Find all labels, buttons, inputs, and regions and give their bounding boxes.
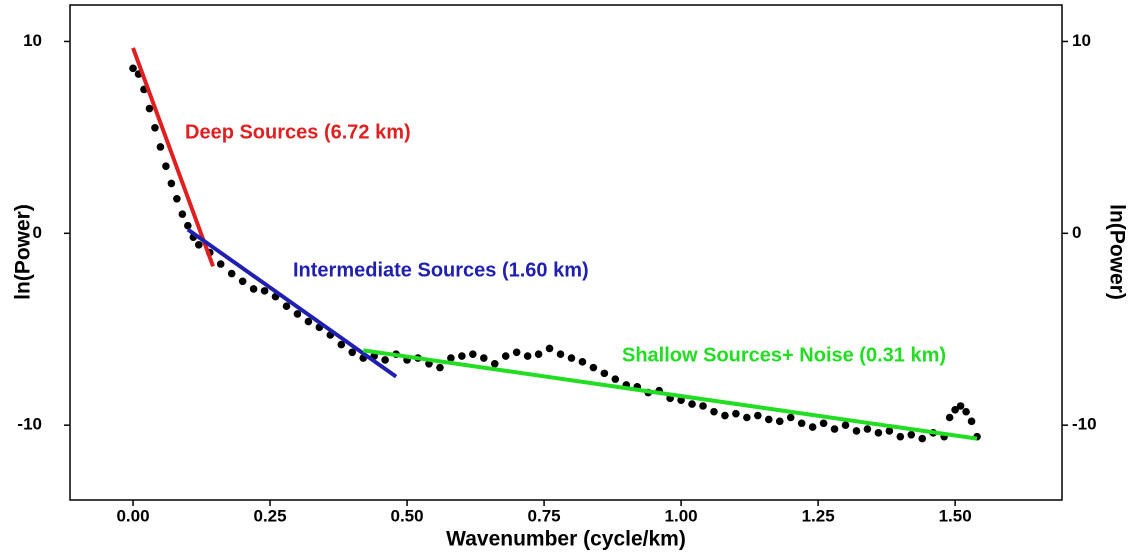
data-point: [962, 407, 970, 416]
y2-tick-label: -10: [1072, 415, 1097, 434]
data-point: [156, 143, 165, 151]
data-point: [249, 285, 258, 293]
data-point: [129, 64, 137, 73]
y-tick-label: 10: [23, 31, 42, 50]
data-point: [447, 354, 455, 362]
annotation: Shallow Sources+ Noise (0.31 km): [622, 344, 946, 366]
data-point: [688, 400, 696, 408]
annotation: Deep Sources (6.72 km): [185, 121, 411, 143]
annotation: Intermediate Sources (1.60 km): [293, 259, 589, 281]
data-point: [523, 352, 532, 360]
plot-frame: [69, 4, 1063, 501]
data-point: [841, 421, 850, 429]
data-point: [611, 375, 620, 383]
data-point: [956, 402, 965, 410]
data-point: [951, 406, 959, 414]
x-tick-label: 0.50: [391, 506, 424, 525]
data-point: [304, 317, 313, 326]
data-point: [293, 310, 302, 318]
data-point: [710, 407, 718, 416]
data-point: [512, 348, 521, 357]
data-point: [282, 302, 291, 311]
data-point: [600, 369, 609, 378]
data-point: [743, 413, 751, 422]
data-point: [479, 354, 488, 362]
data-point: [260, 287, 269, 295]
data-point: [227, 269, 236, 278]
data-point: [967, 417, 976, 426]
data-point: [863, 425, 872, 433]
fit-line: [186, 227, 398, 379]
data-point: [501, 352, 510, 360]
data-point: [874, 429, 883, 437]
x-tick-label: 1.00: [665, 506, 698, 525]
data-point: [578, 358, 587, 366]
data-point: [907, 430, 916, 439]
data-point: [534, 350, 543, 358]
y-axis-label: ln(Power): [12, 204, 35, 300]
x-tick-label: 1.50: [939, 506, 972, 525]
data-point: [436, 363, 444, 372]
data-point: [797, 419, 806, 428]
data-point: [852, 427, 861, 435]
data-point: [567, 354, 576, 362]
data-point: [490, 359, 499, 368]
data-point: [699, 402, 707, 410]
data-point: [173, 194, 181, 203]
data-point: [381, 356, 389, 364]
data-point: [945, 413, 954, 422]
data-point: [732, 409, 740, 418]
data-point: [458, 352, 466, 360]
x-tick-label: 0.00: [116, 506, 149, 525]
x-tick-label: 0.75: [528, 506, 561, 525]
y-tick-label: 0: [33, 223, 42, 242]
y2-tick-label: 0: [1072, 223, 1081, 242]
data-point: [145, 104, 154, 113]
data-point: [194, 241, 203, 249]
data-point: [184, 221, 192, 230]
data-point: [238, 277, 247, 286]
data-point: [167, 179, 176, 188]
data-point: [556, 350, 565, 358]
data-point: [337, 340, 346, 349]
x-axis-label: Wavenumber (cycle/km): [446, 528, 686, 551]
data-point: [721, 411, 729, 420]
data-point: [808, 423, 817, 431]
fit-line: [131, 47, 215, 268]
data-point: [775, 417, 784, 426]
data-point: [348, 348, 357, 357]
fit-line: [362, 348, 978, 441]
data-point: [918, 434, 927, 443]
data-point: [830, 425, 839, 433]
data-point: [216, 260, 225, 268]
x-tick-label: 0.25: [253, 506, 286, 525]
y2-tick-label: 10: [1072, 31, 1091, 50]
data-point: [786, 413, 795, 422]
data-point: [589, 363, 598, 372]
data-point: [764, 415, 773, 424]
data-point: [885, 427, 894, 435]
data-point: [896, 432, 905, 441]
data-point: [819, 419, 828, 428]
data-point: [545, 344, 554, 353]
data-point: [178, 210, 187, 218]
data-point: [162, 162, 170, 170]
x-tick-label: 1.25: [802, 506, 835, 525]
y-tick-label: -10: [17, 415, 42, 434]
data-point: [754, 411, 762, 420]
y2-axis-label: ln(Power): [1105, 204, 1128, 300]
data-point: [469, 350, 477, 358]
data-point: [151, 123, 159, 132]
